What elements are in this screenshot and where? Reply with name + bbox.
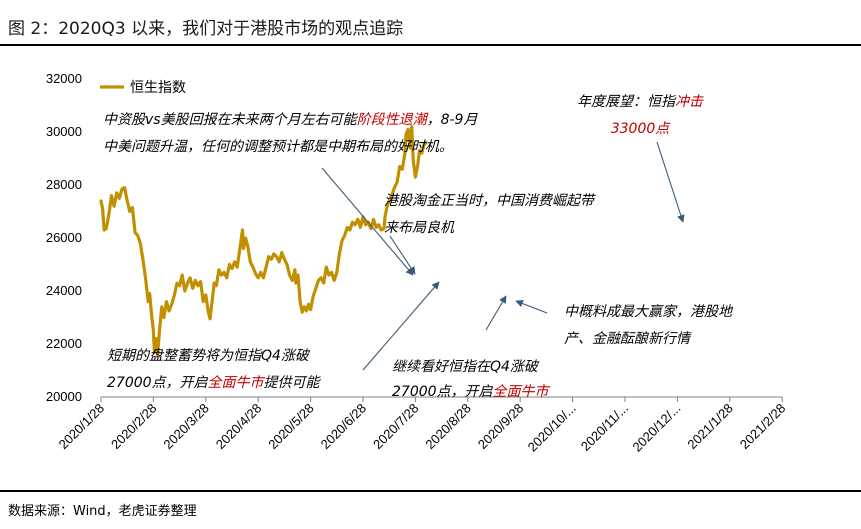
highlight-text: 全面牛市: [493, 384, 551, 400]
source-note: 数据来源：Wind，老虎证券整理: [8, 504, 197, 519]
annotation-text: 短期的盘整蓄势将为恒指Q4涨破: [107, 348, 311, 364]
hsi-line-chart: 320003000028000260002400022000200002020/…: [46, 71, 789, 455]
y-tick-label: 20000: [46, 389, 82, 404]
annotation-arrow: [321, 167, 414, 276]
x-tick-label: 2020/12/...: [629, 401, 683, 455]
annotation-line: 27000点，开启全面牛市提供可能: [107, 375, 322, 391]
x-tick-label: 2020/6/28: [318, 401, 370, 453]
annotation-line: 继续看好恒指在Q4涨破: [392, 359, 540, 375]
annotation-arrow: [656, 141, 685, 223]
annotation-text: 中资股vs美股回报在未来两个月左右可能: [103, 112, 359, 128]
x-tick-label: 2020/7/28: [370, 401, 422, 453]
x-tick-label: 2020/9/28: [475, 401, 527, 453]
annotation-6: 继续看好恒指在Q4涨破 27000点，开启全面牛市: [392, 359, 551, 400]
annotation-arrow: [389, 235, 416, 275]
highlight-text: 阶段性退潮: [357, 112, 429, 128]
series-line-hsi: [99, 125, 428, 357]
y-tick-label: 30000: [46, 124, 82, 139]
annotation-text: ，8-9月: [427, 112, 479, 128]
annotation-text: 产、金融酝酿新行情: [564, 331, 692, 347]
annotation-text: 中概料成最大赢家，港股地: [564, 304, 734, 320]
x-tick-label: 2020/8/28: [422, 401, 474, 453]
annotation-text: 来布局良机: [384, 220, 455, 236]
annotation-line: 中概料成最大赢家，港股地: [564, 304, 734, 320]
annotation-line: 产、金融酝酿新行情: [564, 331, 692, 347]
x-tick-label: 2020/4/28: [213, 401, 265, 453]
x-tick-label: 2020/10/...: [525, 401, 579, 455]
annotation-5: 短期的盘整蓄势将为恒指Q4涨破 27000点，开启全面牛市提供可能: [107, 348, 322, 391]
y-tick-label: 22000: [46, 336, 82, 351]
x-tick-label: 2020/5/28: [265, 401, 317, 453]
annotation-text: 年度展望：恒指: [577, 94, 677, 110]
annotation-line: 来布局良机: [384, 220, 455, 236]
annotation-text: 27000点，开启: [107, 375, 209, 391]
y-tick-label: 24000: [46, 283, 82, 298]
annotation-line: 33000点: [611, 121, 672, 137]
x-tick-label: 2020/3/28: [160, 401, 212, 453]
annotation-arrow: [485, 295, 507, 331]
annotation-line: 港股淘金正当时，中国消费崛起带: [384, 193, 596, 209]
annotation-text: 中美问题升温，任何的调整预计都是中期布局的好时机。: [103, 139, 453, 155]
bottom-divider: [0, 490, 861, 492]
legend-label: 恒生指数: [130, 80, 186, 96]
x-tick-label: 2020/2/28: [108, 401, 160, 453]
figure-title: 图 2：2020Q3 以来，我们对于港股市场的观点追踪: [8, 19, 404, 39]
annotation-text: 27000点，开启: [392, 384, 494, 400]
y-tick-label: 32000: [46, 71, 82, 86]
highlight-text: 全面牛市: [208, 375, 266, 391]
highlight-text: 冲击: [675, 94, 704, 110]
x-tick-label: 2021/1/28: [684, 401, 736, 453]
y-tick-label: 28000: [46, 177, 82, 192]
annotation-line: 中资股vs美股回报在未来两个月左右可能阶段性退潮，8-9月: [103, 112, 478, 128]
annotation-text: 提供可能: [264, 375, 322, 391]
annotation-line: 年度展望：恒指冲击: [577, 94, 704, 110]
annotation-line: 中美问题升温，任何的调整预计都是中期布局的好时机。: [103, 139, 453, 155]
annotation-arrow: [362, 281, 440, 371]
x-tick-label: 2021/2/28: [737, 401, 789, 453]
x-tick-label: 2020/1/28: [56, 401, 108, 453]
highlight-text: 33000点: [611, 121, 672, 137]
y-tick-label: 26000: [46, 230, 82, 245]
annotation-1: 中资股vs美股回报在未来两个月左右可能阶段性退潮，8-9月中美问题升温，任何的调…: [103, 112, 478, 155]
annotation-line: 短期的盘整蓄势将为恒指Q4涨破: [107, 348, 311, 364]
annotation-text: 港股淘金正当时，中国消费崛起带: [384, 193, 596, 209]
x-tick-label: 2020/11/...: [578, 401, 631, 454]
annotation-arrow: [515, 299, 548, 314]
annotation-text: 继续看好恒指在Q4涨破: [392, 359, 540, 375]
annotation-line: 27000点，开启全面牛市: [392, 384, 551, 400]
top-divider: [0, 44, 861, 46]
